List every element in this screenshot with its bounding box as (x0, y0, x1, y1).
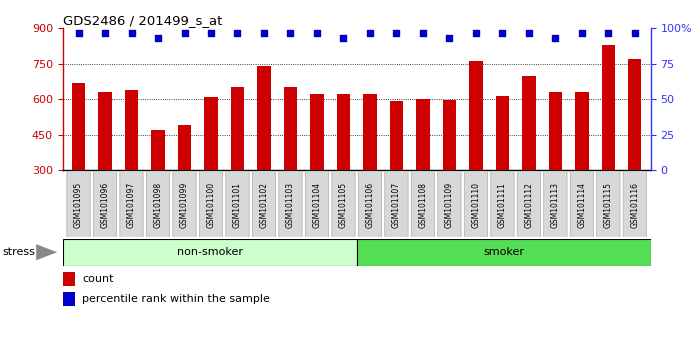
FancyBboxPatch shape (358, 172, 381, 239)
Bar (63, 292, 75, 306)
Text: percentile rank within the sample: percentile rank within the sample (82, 294, 270, 304)
FancyBboxPatch shape (623, 172, 647, 239)
Bar (496, 96, 509, 170)
Text: GSM101107: GSM101107 (392, 182, 401, 228)
Text: GSM101095: GSM101095 (74, 182, 83, 228)
FancyBboxPatch shape (411, 172, 434, 239)
Text: GDS2486 / 201499_s_at: GDS2486 / 201499_s_at (63, 13, 222, 27)
Point (338, 35, 349, 41)
FancyBboxPatch shape (67, 172, 90, 239)
FancyBboxPatch shape (570, 172, 594, 239)
Bar (390, 102, 403, 170)
FancyBboxPatch shape (279, 172, 302, 239)
Point (285, 30, 296, 35)
Text: GSM101099: GSM101099 (180, 182, 189, 228)
Bar (548, 92, 562, 170)
Bar (576, 92, 589, 170)
FancyBboxPatch shape (120, 172, 143, 239)
FancyBboxPatch shape (146, 172, 170, 239)
Text: GSM101108: GSM101108 (418, 182, 427, 228)
Bar (443, 100, 456, 170)
Point (629, 30, 640, 35)
Bar (63, 239, 356, 266)
Text: GSM101106: GSM101106 (365, 182, 374, 228)
Bar (231, 87, 244, 170)
Text: GSM101104: GSM101104 (313, 182, 322, 228)
Point (152, 35, 164, 41)
Polygon shape (36, 244, 57, 260)
Point (205, 30, 216, 35)
Text: GSM101096: GSM101096 (100, 182, 109, 228)
Point (232, 30, 243, 35)
Text: GSM101097: GSM101097 (127, 182, 136, 228)
FancyBboxPatch shape (173, 172, 196, 239)
FancyBboxPatch shape (517, 172, 541, 239)
Text: GSM101101: GSM101101 (233, 182, 242, 228)
Point (73, 30, 84, 35)
Point (126, 30, 137, 35)
Bar (63, 273, 75, 286)
Bar (469, 61, 482, 170)
Bar (416, 99, 429, 170)
Bar (72, 82, 85, 170)
Text: count: count (82, 274, 113, 284)
Bar (522, 75, 535, 170)
Point (470, 30, 482, 35)
Text: GSM101111: GSM101111 (498, 182, 507, 228)
Point (418, 30, 429, 35)
Bar (356, 239, 651, 266)
Text: GSM101110: GSM101110 (471, 182, 480, 228)
Text: GSM101113: GSM101113 (551, 182, 560, 228)
Text: GSM101115: GSM101115 (604, 182, 613, 228)
Text: GSM101112: GSM101112 (524, 182, 533, 228)
Bar (152, 130, 165, 170)
Bar (310, 95, 324, 170)
Text: GSM101116: GSM101116 (631, 182, 640, 228)
Point (311, 30, 322, 35)
Text: GSM101114: GSM101114 (578, 182, 587, 228)
Text: smoker: smoker (483, 247, 524, 257)
Text: non-smoker: non-smoker (177, 247, 243, 257)
Point (550, 35, 561, 41)
Point (523, 30, 535, 35)
Text: GSM101105: GSM101105 (339, 182, 348, 228)
Point (391, 30, 402, 35)
Text: GSM101100: GSM101100 (207, 182, 216, 228)
Point (365, 30, 376, 35)
Point (179, 30, 190, 35)
Bar (284, 87, 297, 170)
Text: GSM101109: GSM101109 (445, 182, 454, 228)
Text: GSM101098: GSM101098 (154, 182, 162, 228)
Text: GSM101102: GSM101102 (260, 182, 269, 228)
Point (444, 35, 455, 41)
FancyBboxPatch shape (491, 172, 514, 239)
Bar (363, 95, 377, 170)
FancyBboxPatch shape (226, 172, 249, 239)
Point (258, 30, 269, 35)
Bar (628, 59, 642, 170)
Bar (178, 125, 191, 170)
Bar (602, 45, 615, 170)
FancyBboxPatch shape (596, 172, 620, 239)
FancyBboxPatch shape (93, 172, 117, 239)
Point (603, 30, 614, 35)
FancyBboxPatch shape (332, 172, 355, 239)
Text: GSM101103: GSM101103 (286, 182, 295, 228)
Point (497, 30, 508, 35)
FancyBboxPatch shape (544, 172, 567, 239)
FancyBboxPatch shape (438, 172, 461, 239)
Bar (125, 90, 138, 170)
Point (100, 30, 111, 35)
FancyBboxPatch shape (306, 172, 329, 239)
Bar (258, 66, 271, 170)
Bar (98, 92, 111, 170)
FancyBboxPatch shape (464, 172, 488, 239)
Bar (205, 97, 218, 170)
FancyBboxPatch shape (199, 172, 223, 239)
Text: stress: stress (2, 247, 35, 257)
Point (576, 30, 587, 35)
FancyBboxPatch shape (253, 172, 276, 239)
FancyBboxPatch shape (385, 172, 408, 239)
Bar (337, 95, 350, 170)
